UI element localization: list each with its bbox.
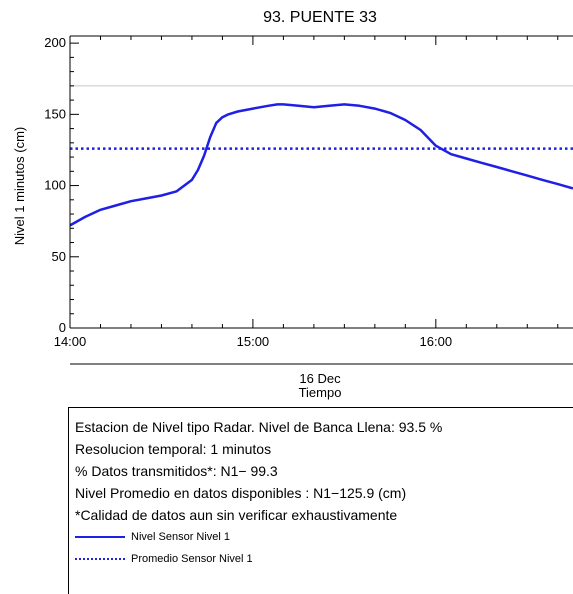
axes: 0 50 100 150 200 14:00 15:00 16:00 [44, 35, 573, 365]
info-station-type: Estacion de Nivel tipo Radar. Nivel de B… [75, 419, 443, 435]
chart-title: 93. PUENTE 33 [263, 9, 377, 26]
level-chart: 93. PUENTE 33 Nivel 1 minutos (cm) 0 50 10… [12, 9, 573, 400]
x-tick-label: 15:00 [237, 334, 270, 349]
y-tick-label: 150 [44, 106, 66, 121]
y-tick-label: 50 [52, 249, 66, 264]
info-average-level: Nivel Promedio en datos disponibles : N1… [75, 485, 407, 501]
info-resolution: Resolucion temporal: 1 minutos [75, 441, 272, 457]
legend-item-average: Promedio Sensor Nivel 1 [75, 548, 573, 570]
legend-solid-line-swatch [75, 536, 125, 538]
legend-item-level: Nivel Sensor Nivel 1 [75, 526, 573, 548]
info-panel: Estacion de Nivel tipo Radar. Nivel de B… [68, 407, 573, 594]
plot-area [69, 85, 573, 227]
y-axis-label: Nivel 1 minutos (cm) [12, 127, 27, 245]
legend-label-level: Nivel Sensor Nivel 1 [131, 531, 231, 543]
x-tick-label: 14:00 [54, 334, 87, 349]
series-line-level [69, 103, 573, 227]
info-quality-note: *Calidad de datos aun sin verificar exha… [75, 507, 398, 523]
legend-label-average: Promedio Sensor Nivel 1 [131, 553, 253, 565]
x-tick-label: 16:00 [420, 334, 453, 349]
legend-dotted-line-swatch [75, 558, 125, 560]
y-tick-label: 200 [44, 35, 66, 50]
info-data-transmitted: % Datos transmitidos*: N1− 99.3 [75, 463, 278, 479]
x-axis-date-label: 16 Dec [299, 371, 341, 386]
y-tick-label: 100 [44, 178, 66, 193]
x-axis-label: Tiempo [299, 385, 342, 400]
y-tick-label: 0 [59, 320, 66, 335]
